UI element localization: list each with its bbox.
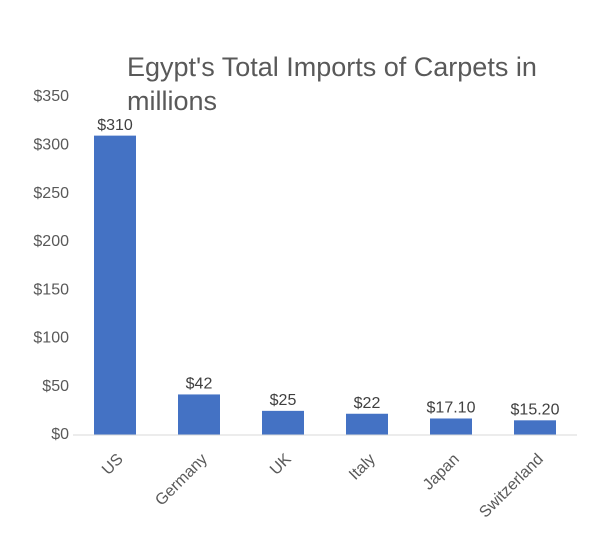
y-tick-label: $150 bbox=[33, 281, 69, 298]
y-tick-label: $250 bbox=[33, 185, 69, 202]
x-tick-label: US bbox=[99, 451, 127, 479]
value-label: $310 bbox=[97, 117, 133, 134]
x-tick-label: UK bbox=[267, 451, 295, 479]
bar bbox=[430, 418, 472, 435]
value-label: $15.20 bbox=[511, 402, 560, 419]
y-tick-label: $350 bbox=[33, 88, 69, 105]
x-tick-label: Italy bbox=[346, 451, 379, 484]
y-tick-label: $200 bbox=[33, 233, 69, 250]
value-label: $25 bbox=[270, 392, 297, 409]
x-tick-label: Japan bbox=[420, 451, 463, 494]
y-tick-label: $50 bbox=[42, 378, 69, 395]
bar bbox=[262, 410, 304, 435]
value-label: $42 bbox=[186, 376, 213, 393]
chart-title: Egypt's Total Imports of Carpets in mill… bbox=[127, 52, 537, 116]
y-tick-label: $300 bbox=[33, 137, 69, 154]
bar bbox=[94, 135, 136, 435]
value-label: $17.10 bbox=[427, 400, 476, 417]
x-tick-label: Germany bbox=[152, 451, 211, 510]
y-tick-label: $100 bbox=[33, 330, 69, 347]
x-tick-label: Switzerland bbox=[476, 451, 547, 522]
bar bbox=[178, 394, 220, 435]
y-tick-label: $0 bbox=[51, 426, 69, 443]
bar bbox=[514, 420, 556, 435]
bar bbox=[346, 413, 388, 435]
value-label: $22 bbox=[354, 395, 381, 412]
